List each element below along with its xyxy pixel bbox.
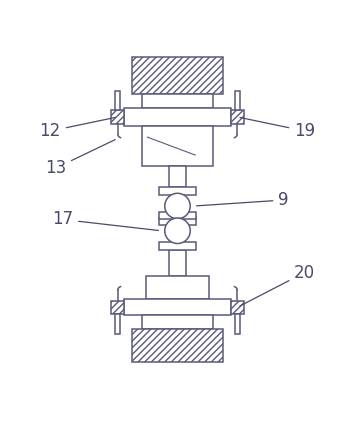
Bar: [132, 57, 223, 94]
Bar: [111, 301, 125, 314]
Text: 20: 20: [240, 264, 315, 306]
Text: 19: 19: [240, 117, 315, 140]
Bar: [142, 94, 213, 108]
Bar: [159, 217, 196, 225]
Bar: [115, 314, 120, 334]
Bar: [132, 329, 223, 362]
Circle shape: [165, 193, 190, 219]
Bar: [125, 299, 230, 315]
Bar: [142, 315, 213, 329]
Bar: [169, 166, 186, 187]
Bar: [159, 187, 196, 195]
Bar: [230, 301, 244, 314]
Bar: [235, 314, 240, 334]
Bar: [142, 126, 213, 166]
Bar: [111, 110, 125, 124]
Bar: [169, 212, 186, 225]
Bar: [235, 91, 240, 110]
Text: 12: 12: [39, 117, 115, 140]
Text: 9: 9: [197, 191, 289, 209]
Text: 13: 13: [45, 140, 115, 177]
Bar: [125, 108, 230, 126]
Circle shape: [165, 218, 190, 244]
Bar: [230, 110, 244, 124]
Text: 17: 17: [52, 211, 158, 231]
Bar: [146, 277, 209, 299]
Bar: [159, 242, 196, 250]
Bar: [115, 91, 120, 110]
Bar: [169, 250, 186, 277]
Bar: [159, 212, 196, 219]
